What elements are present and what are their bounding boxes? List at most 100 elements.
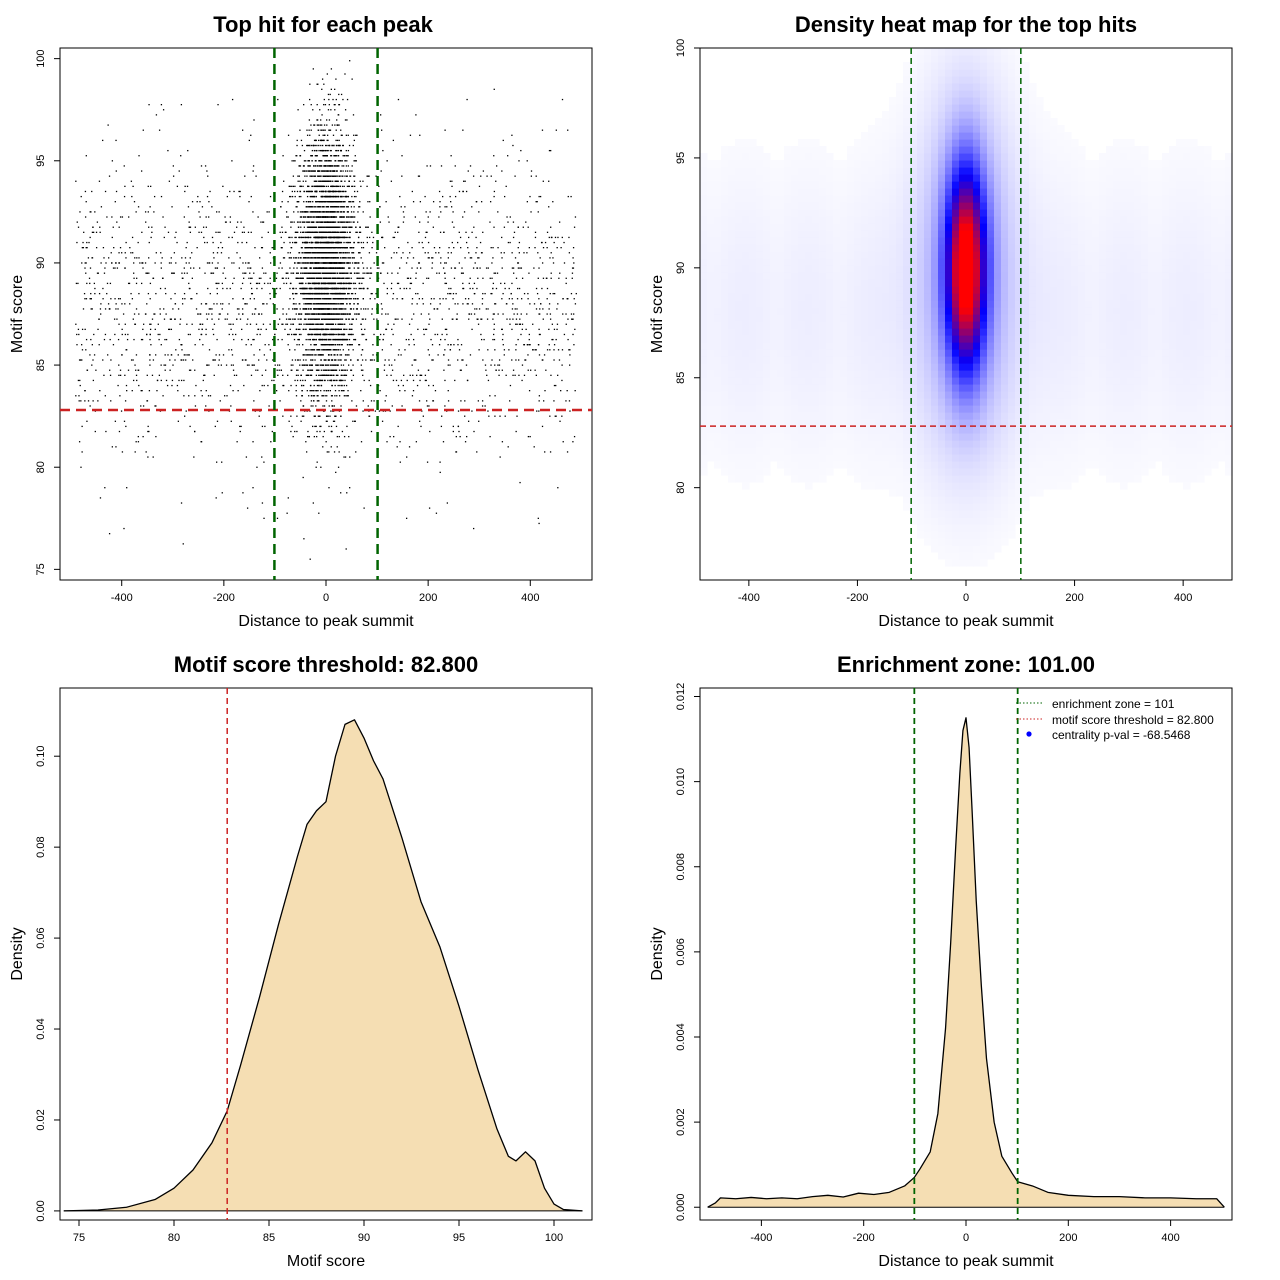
scatter-point [311,190,313,193]
scatter-point [184,190,186,193]
scatter-point [358,267,360,269]
scatter-point [335,379,337,382]
scatter-point [501,236,503,239]
scatter-point [331,170,334,172]
scatter-point [310,104,312,106]
scatter-point [338,262,340,264]
scatter-point [307,374,309,376]
scatter-point [383,369,386,371]
scatter-point [328,170,330,172]
scatter-point [343,292,346,295]
scatter-point [456,241,459,244]
scatter-point [337,277,339,279]
scatter-point [333,374,335,376]
scatter-point [336,119,338,121]
scatter-point [328,287,330,290]
scatter-point [303,257,305,259]
scatter-point [326,175,328,177]
scatter-point [321,308,323,310]
scatter-point [349,298,351,300]
scatter-point [341,190,343,193]
scatter-point [342,272,344,274]
scatter-point [285,323,287,325]
scatter-point [339,338,341,341]
scatter-point [342,252,344,254]
scatter-point [86,241,88,244]
scatter-point [354,338,356,341]
scatter-point [313,185,315,188]
scatter-point [294,190,296,193]
scatter-point [346,170,349,172]
scatter-point [314,292,317,295]
scatter-point [318,231,320,233]
scatter-point [138,384,140,387]
scatter-point [305,318,307,320]
scatter-point [354,155,356,157]
scatter-point [327,369,329,371]
scatter-point [302,405,304,407]
scatter-point [290,226,292,228]
scatter-point [291,425,293,428]
scatter-point [308,277,310,279]
scatter-point [327,180,330,182]
scatter-point [296,139,298,142]
scatter-point [325,252,327,254]
scatter-point [330,328,332,331]
scatter-point [512,369,515,371]
scatter-point [317,379,319,382]
scatter-point [189,369,192,371]
scatter-point [369,277,371,279]
scatter-point [311,272,313,274]
scatter-point [321,88,323,90]
scatter-point [322,349,325,351]
scatter-point [444,129,446,131]
scatter-point [348,201,350,203]
scatter-point [509,241,511,244]
scatter-point [324,216,326,218]
scatter-point [316,364,318,366]
scatter-point [308,216,310,218]
scatter-point [342,349,344,351]
scatter-point [348,318,350,320]
scatter-point [308,298,311,300]
scatter-point [322,405,324,407]
scatter-point [296,415,298,417]
scatter-point [328,277,331,279]
scatter-point [425,328,428,331]
scatter-point [330,180,332,182]
scatter-point [297,318,299,320]
scatter-point [358,287,360,290]
scatter-point [124,333,127,336]
scatter-point [186,323,188,325]
scatter-point [320,129,322,131]
scatter-point [333,211,335,213]
scatter-point [497,247,499,249]
scatter-point [326,119,328,121]
scatter-point [283,257,286,259]
scatter-point [301,267,303,269]
scatter-point [334,231,336,233]
scatter-point [370,400,373,402]
scatter-point [126,487,128,489]
scatter-point [308,226,310,228]
scatter-point [313,333,315,336]
scatter-point [345,165,348,167]
scatter-point [327,165,329,167]
scatter-point [342,170,344,172]
scatter-point [296,262,299,264]
scatter-point [492,313,495,315]
scatter-point [324,298,326,300]
scatter-point [326,73,328,75]
scatter-point [337,195,339,198]
scatter-point [338,201,340,203]
scatter-point [327,252,329,254]
scatter-point [386,287,389,290]
scatter-point [317,252,319,254]
scatter-point [402,252,404,254]
scatter-point [287,497,289,499]
scatter-point [336,206,339,208]
scatter-point [315,221,318,223]
scatter-point [275,390,278,392]
scatter-point [356,231,358,233]
scatter-point [288,185,290,188]
